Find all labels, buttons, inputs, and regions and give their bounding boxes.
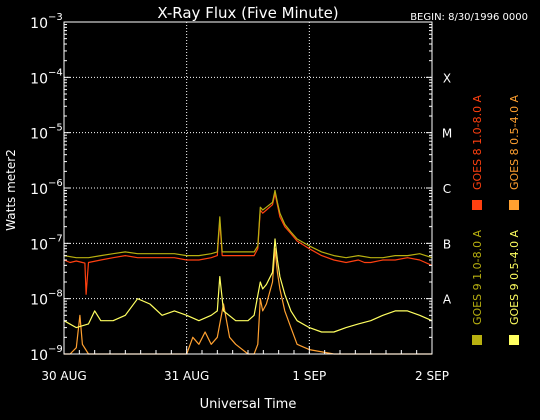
flare-class-x: X	[443, 71, 451, 85]
y-tick-exponent: −7	[48, 233, 63, 244]
y-tick-exponent: −4	[48, 67, 63, 78]
y-tick-label: 10	[30, 71, 48, 87]
series-line-2	[64, 248, 432, 355]
flare-class-a: A	[443, 293, 452, 307]
y-tick-exponent: −6	[48, 178, 63, 189]
x-tick-label: 30 AUG	[41, 369, 86, 383]
legend-swatch-3	[472, 335, 482, 345]
series-line-1	[63, 192, 433, 295]
y-tick-label: 10	[30, 293, 48, 309]
y-tick-exponent: −5	[48, 123, 63, 134]
flare-class-m: M	[442, 127, 452, 141]
legend: GOES 8 1.0-8.0 A GOES 8 0.5-4.0 A GOES 9 1…	[471, 94, 521, 345]
x-ticks: 30 AUG 31 AUG 1 SEP 2 SEP	[41, 346, 449, 383]
y-tick-exponent: −8	[48, 289, 63, 300]
y-axis-label: Watts meter2	[4, 149, 18, 231]
legend-label-2: GOES 8 0.5-4.0 A	[508, 94, 521, 190]
series-layer	[63, 189, 433, 355]
legend-swatch-1	[472, 200, 482, 210]
legend-label-1: GOES 8 1.0-8.0 A	[471, 94, 484, 190]
x-tick-label: 1 SEP	[292, 369, 326, 383]
x-tick-label: 31 AUG	[164, 369, 209, 383]
y-tick-label: 10	[30, 348, 48, 364]
begin-label: BEGIN: 8/30/1996 0000	[410, 12, 528, 23]
flare-class-labels: X M C B A	[442, 71, 452, 306]
y-tick-label: 10	[30, 182, 48, 198]
chart-title: X-Ray Flux (Five Minute)	[157, 4, 338, 22]
legend-swatch-4	[509, 335, 519, 345]
flare-class-c: C	[443, 182, 451, 196]
legend-label-4: GOES 9 0.5-4.0 A	[508, 229, 521, 325]
y-tick-exponent: −3	[48, 12, 63, 23]
x-tick-label: 2 SEP	[415, 369, 449, 383]
y-tick-label: 10	[30, 16, 48, 32]
y-ticks: 10−310−410−510−610−710−810−9	[30, 12, 432, 364]
y-tick-exponent: −9	[48, 344, 63, 355]
x-axis-label: Universal Time	[200, 397, 297, 412]
flare-class-b: B	[443, 237, 451, 251]
legend-swatch-2	[509, 200, 519, 210]
series-line-3	[63, 189, 433, 259]
legend-label-3: GOES 9 1.0-8.0 A	[471, 229, 484, 325]
series-line-4	[63, 238, 433, 333]
grid	[64, 22, 432, 354]
y-tick-label: 10	[30, 237, 48, 253]
y-tick-label: 10	[30, 127, 48, 143]
